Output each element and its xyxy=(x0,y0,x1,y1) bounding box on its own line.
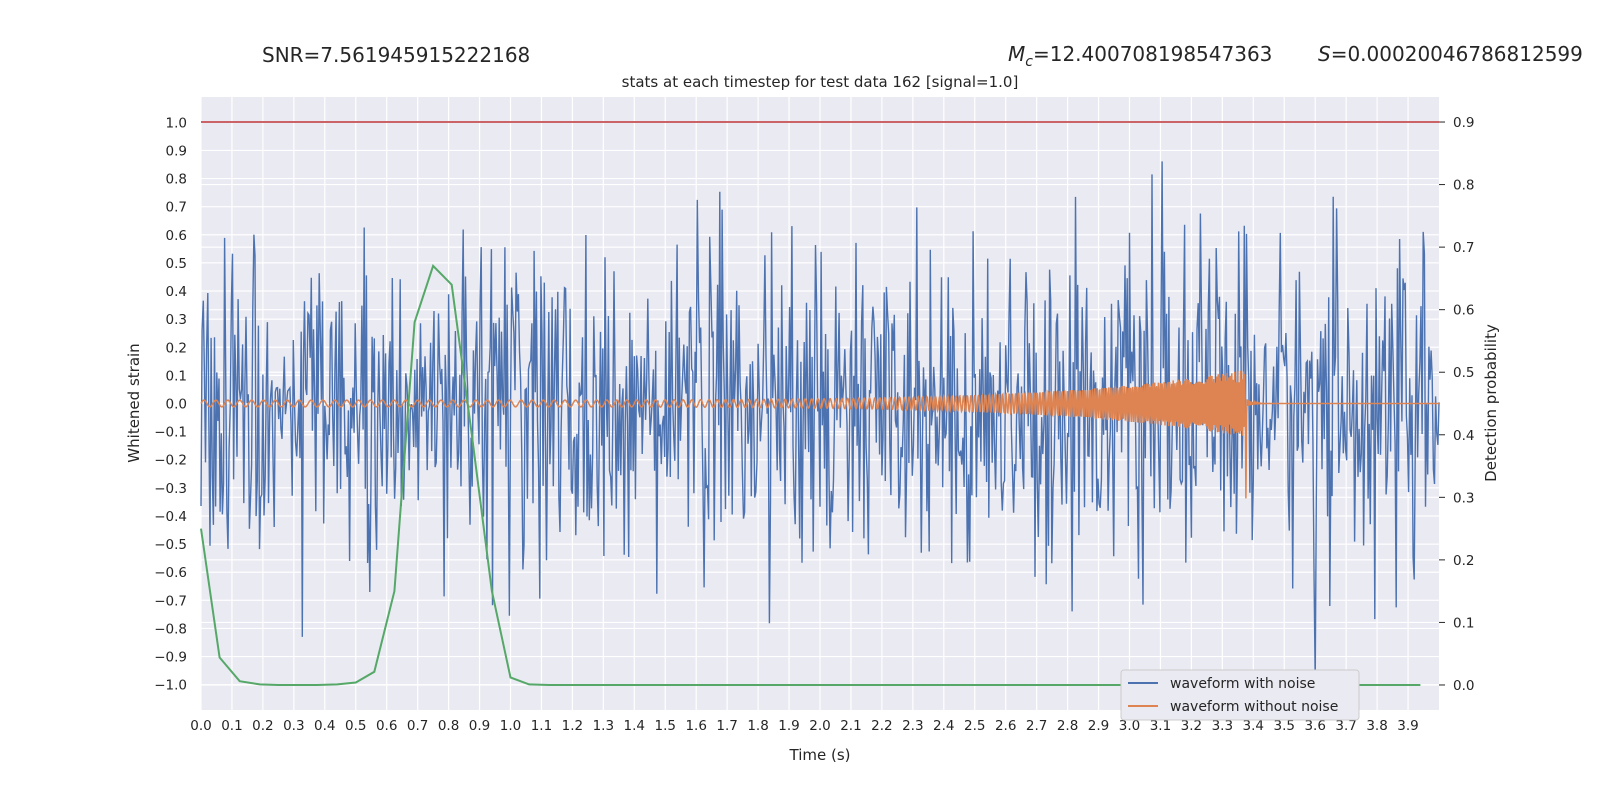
y-tick-label-left: 0.9 xyxy=(166,143,187,159)
x-tick-label: 3.1 xyxy=(1150,718,1171,734)
y-tick-label-left: 0.0 xyxy=(166,397,187,413)
x-tick-label: 0.2 xyxy=(252,718,273,734)
x-tick-label: 0.7 xyxy=(407,718,428,734)
y-tick-label-left: −0.2 xyxy=(154,453,187,469)
y-tick-label-left: 0.7 xyxy=(166,200,187,216)
y-tick-label-left: 0.2 xyxy=(166,340,187,356)
x-tick-label: 2.2 xyxy=(871,718,892,734)
x-tick-label: 0.1 xyxy=(221,718,242,734)
x-tick-label: 2.9 xyxy=(1088,718,1109,734)
y-tick-label-left: 0.6 xyxy=(166,228,187,244)
x-tick-label: 1.5 xyxy=(655,718,676,734)
y-tick-label-left: 0.8 xyxy=(166,172,187,188)
series-waveform-without-noise xyxy=(200,370,1439,499)
y-tick-label-right: 0.6 xyxy=(1453,303,1474,319)
y-tick-label-left: −0.3 xyxy=(154,481,187,497)
y-tick-label-right: 0.0 xyxy=(1453,678,1474,694)
y-tick-label-right: 0.5 xyxy=(1453,365,1474,381)
y-tick-label-left: −0.1 xyxy=(154,425,187,441)
y-tick-label-left: −1.0 xyxy=(154,678,187,694)
chart-title: stats at each timestep for test data 162… xyxy=(622,73,1019,91)
y-tick-label-left: −0.5 xyxy=(154,537,187,553)
x-tick-label: 0.6 xyxy=(376,718,397,734)
x-tick-label: 1.7 xyxy=(716,718,737,734)
y-axis-label-left: Whitened strain xyxy=(125,343,143,462)
legend-label-clean: waveform without noise xyxy=(1170,699,1338,715)
y-tick-label-left: 0.3 xyxy=(166,312,187,328)
legend-box xyxy=(1120,669,1360,721)
y-tick-label-right: 0.2 xyxy=(1453,553,1474,569)
x-tick-label: 0.3 xyxy=(283,718,304,734)
y-tick-label-left: 0.1 xyxy=(166,368,187,384)
y-tick-label-left: −0.9 xyxy=(154,650,187,666)
y-axis-label-right: Detection probability xyxy=(1482,324,1500,482)
x-tick-label: 3.6 xyxy=(1304,718,1325,734)
x-tick-label: 2.1 xyxy=(840,718,861,734)
y-tick-label-left: 1.0 xyxy=(166,115,187,131)
spin-header: S=0.00020046786812599 xyxy=(1318,42,1583,66)
y-tick-label-left: 0.5 xyxy=(166,256,187,272)
x-tick-label: 2.7 xyxy=(1026,718,1047,734)
x-tick-label: 1.2 xyxy=(562,718,583,734)
legend-label-noise: waveform with noise xyxy=(1170,676,1315,692)
snr-header: SNR=7.561945915222168 xyxy=(262,43,530,67)
y-tick-label-left: 0.4 xyxy=(166,284,187,300)
x-tick-label: 0.8 xyxy=(438,718,459,734)
y-tick-label-right: 0.4 xyxy=(1453,428,1474,444)
x-tick-label: 3.9 xyxy=(1397,718,1418,734)
x-tick-label: 1.1 xyxy=(531,718,552,734)
x-tick-label: 3.4 xyxy=(1243,718,1264,734)
series-layer xyxy=(200,121,1440,686)
ticks: 0.0 0.1 0.2 0.3 0.4 0.5 0.6 0.7 0.8 0.9 1.0 1.1 1.2 1… xyxy=(154,115,1474,734)
y-tick-label-left: −0.7 xyxy=(154,593,187,609)
chirp-mass-header: Mc=12.400708198547363 xyxy=(1008,42,1272,70)
y-tick-label-left: −0.6 xyxy=(154,565,187,581)
x-axis-label: Time (s) xyxy=(789,746,851,764)
x-tick-label: 3.0 xyxy=(1119,718,1140,734)
x-tick-label: 2.5 xyxy=(964,718,985,734)
x-tick-label: 3.2 xyxy=(1181,718,1202,734)
x-tick-label: 2.3 xyxy=(902,718,923,734)
x-tick-label: 1.9 xyxy=(778,718,799,734)
y-tick-label-right: 0.7 xyxy=(1453,240,1474,256)
x-tick-label: 3.8 xyxy=(1366,718,1387,734)
x-tick-label: 1.0 xyxy=(500,718,521,734)
x-tick-label: 3.5 xyxy=(1274,718,1295,734)
y-tick-label-right: 0.3 xyxy=(1453,490,1474,506)
y-tick-label-right: 0.1 xyxy=(1453,615,1474,631)
x-tick-label: 1.3 xyxy=(593,718,614,734)
y-tick-label-left: −0.8 xyxy=(154,621,187,637)
y-tick-label-right: 0.9 xyxy=(1453,115,1474,131)
x-tick-label: 2.0 xyxy=(809,718,830,734)
x-tick-label: 0.5 xyxy=(345,718,366,734)
y-tick-label-right: 0.8 xyxy=(1453,178,1474,194)
x-tick-label: 2.8 xyxy=(1057,718,1078,734)
x-tick-label: 0.9 xyxy=(469,718,490,734)
x-tick-label: 2.4 xyxy=(933,718,954,734)
x-tick-label: 1.6 xyxy=(685,718,706,734)
legend: waveform with noise waveform without noi… xyxy=(1120,669,1360,721)
x-tick-label: 3.7 xyxy=(1335,718,1356,734)
series-detection-probability xyxy=(200,264,1421,686)
x-tick-label: 1.4 xyxy=(624,718,645,734)
x-tick-label: 3.3 xyxy=(1212,718,1233,734)
x-tick-label: 0.0 xyxy=(190,718,211,734)
x-tick-label: 2.6 xyxy=(995,718,1016,734)
x-tick-label: 0.4 xyxy=(314,718,335,734)
y-tick-label-left: −0.4 xyxy=(154,509,187,525)
x-tick-label: 1.8 xyxy=(747,718,768,734)
